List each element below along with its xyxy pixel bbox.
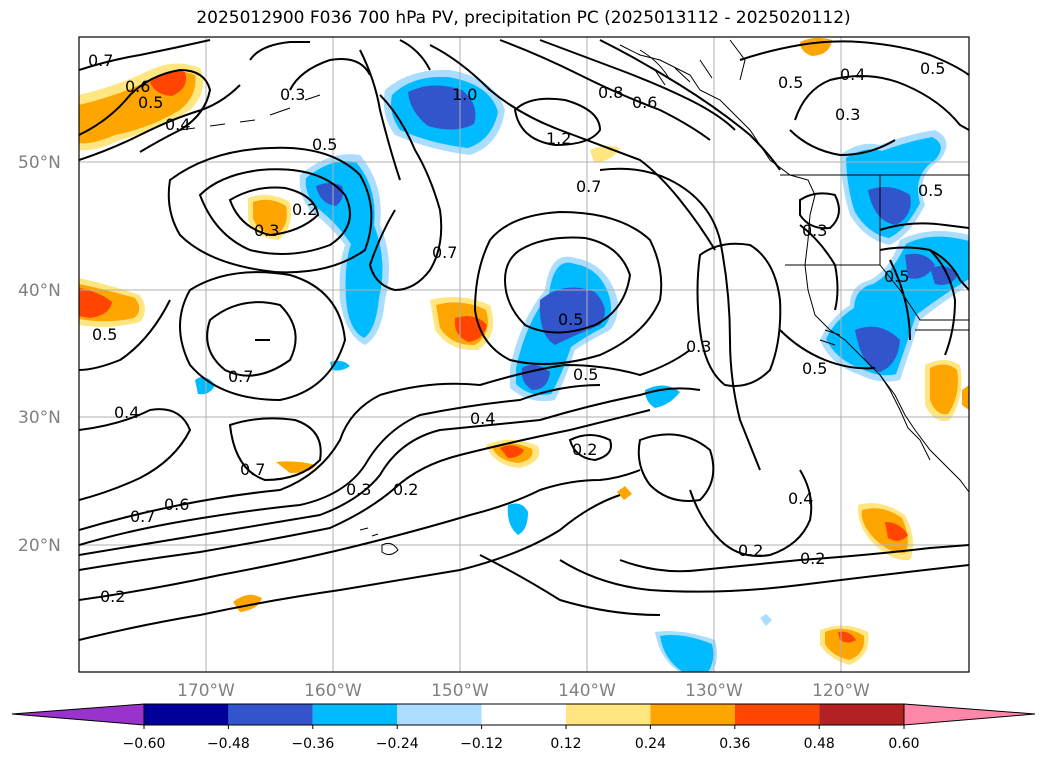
colorbar-segment-1: [144, 704, 229, 725]
pv-contour-label: 0.5: [884, 267, 909, 286]
pv-contour-label: 0.7: [88, 51, 113, 70]
pv-contours: [79, 39, 969, 641]
precip-positive-nw: [79, 63, 204, 151]
pv-contour-label: 0.3: [280, 85, 305, 104]
pv-contour-label: 0.3: [802, 221, 827, 240]
colorbar-segment-9: [819, 704, 904, 725]
pv-contour-label: 0.4: [788, 489, 813, 508]
pv-contour-label: 0.5: [920, 59, 945, 78]
pv-contour-label: 0.6: [632, 93, 657, 112]
colorbar-tick-label: −0.24: [376, 736, 419, 752]
longitude-labels: 170°W 160°W 150°W 140°W 130°W 120°W: [177, 681, 870, 701]
colorbar-tick-label: −0.48: [207, 736, 250, 752]
colorbar-tick-label: −0.36: [291, 736, 334, 752]
colorbar-segment-3: [312, 704, 398, 725]
pv-contour-label: 0.6: [125, 77, 150, 96]
colorbar-segment-5: [481, 704, 566, 725]
colorbar-tick-label: 0.60: [888, 736, 919, 752]
colorbar-segment-0: [11, 703, 145, 726]
pv-contour-label: 0.4: [840, 65, 865, 84]
colorbar-segment-2: [228, 704, 313, 725]
pv-contour-label: 0.4: [114, 403, 139, 422]
pv-contour-label: 0.2: [738, 541, 763, 560]
pv-contour-label: 0.3: [686, 337, 711, 356]
lat-label-40n: 40°N: [18, 281, 61, 301]
pv-contour-label: 0.5: [778, 73, 803, 92]
lat-label-50n: 50°N: [18, 153, 61, 173]
pv-contour-label: 0.2: [572, 440, 597, 459]
pv-contour-label: 0.5: [802, 359, 827, 378]
colorbar-segment-10: [903, 703, 1036, 726]
pv-contour-label: 0.5: [92, 325, 117, 344]
pv-contour-label: 0.8: [598, 83, 623, 102]
pv-contour-label: 1.2: [546, 129, 571, 148]
coastlines: [179, 39, 969, 556]
map-title: 2025012900 F036 700 hPa PV, precipitatio…: [196, 8, 851, 28]
pv-contour-label: 0.7: [228, 367, 253, 386]
pv-contour-label: 0.5: [573, 365, 598, 384]
pv-contour-label: 0.4: [165, 115, 190, 134]
pv-contour-label: 0.5: [138, 93, 163, 112]
pv-contour-label: 0.2: [393, 480, 418, 499]
lat-label-20n: 20°N: [18, 536, 61, 556]
colorbar-frame: [143, 703, 905, 726]
pv-contour-label: 0.7: [576, 177, 601, 196]
graticule: [79, 37, 969, 672]
colorbar-segment-6: [566, 704, 651, 725]
pv-contour-labels: 0.7 0.6 0.5 0.4 0.3 1.0 1.2 0.8 0.6 0.5 …: [88, 51, 945, 606]
colorbar-tick-label: −0.12: [460, 736, 503, 752]
pv-contour-label: 0.2: [100, 587, 125, 606]
colorbar-tick-label: 0.48: [804, 736, 835, 752]
lat-label-30n: 30°N: [18, 408, 61, 428]
pv-contour-label: 0.5: [558, 310, 583, 329]
pv-contour-label: 0.7: [240, 460, 265, 479]
pv-contour-label: 0.2: [292, 200, 317, 219]
colorbar-tick-label: 0.24: [635, 736, 666, 752]
pv-contour-label: 0.5: [918, 181, 943, 200]
map-content: 0.7 0.6 0.5 0.4 0.3 1.0 1.2 0.8 0.6 0.5 …: [79, 37, 969, 672]
colorbar-tick-label: 0.12: [550, 736, 581, 752]
pv-contour-label: 0.3: [835, 105, 860, 124]
pv-contour-label: 0.4: [470, 409, 495, 428]
colorbar-segment-8: [734, 704, 820, 725]
pv-contour-label: 1.0: [452, 85, 477, 104]
lon-label-120w: 120°W: [812, 681, 870, 701]
latitude-labels: 50°N 40°N 30°N 20°N: [18, 153, 61, 556]
pv-contour-label: 0.3: [346, 480, 371, 499]
colorbar: −0.60 −0.48 −0.36 −0.24 −0.12 0.12 0.24 …: [11, 703, 1036, 752]
precip-fills: [79, 37, 969, 672]
lon-label-150w: 150°W: [431, 681, 489, 701]
pv-contour-label: 0.3: [254, 221, 279, 240]
lon-label-130w: 130°W: [685, 681, 743, 701]
lon-label-140w: 140°W: [558, 681, 616, 701]
lon-label-160w: 160°W: [304, 681, 362, 701]
colorbar-tick-label: 0.36: [719, 736, 750, 752]
colorbar-tick-label: −0.60: [123, 736, 166, 752]
pv-contour-label: 0.2: [800, 549, 825, 568]
pv-contour-label: 0.7: [432, 243, 457, 262]
pv-contour-label: 0.7: [130, 507, 155, 526]
map-border: [78, 36, 970, 673]
pv-contour-label: 0.6: [164, 495, 189, 514]
lon-label-170w: 170°W: [177, 681, 235, 701]
colorbar-segment-4: [397, 704, 482, 725]
colorbar-segment-7: [650, 704, 735, 725]
pv-contour-label: 0.5: [312, 135, 337, 154]
